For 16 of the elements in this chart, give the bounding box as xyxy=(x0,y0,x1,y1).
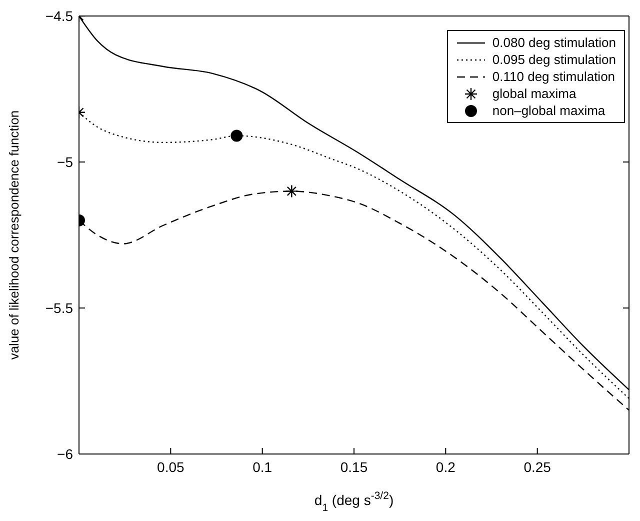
legend-label: 0.110 deg stimulation xyxy=(492,69,616,84)
x-tick-label: 0.25 xyxy=(524,458,552,475)
y-tick-label: −5.5 xyxy=(45,300,74,316)
legend-label: 0.095 deg stimulation xyxy=(492,52,616,67)
x-tick-label: 0.15 xyxy=(340,458,368,475)
y-tick-label: −4.5 xyxy=(45,8,74,24)
legend-label: global maxima xyxy=(492,86,576,101)
legend-label: non–global maxima xyxy=(492,103,606,118)
x-tick-label: 0.1 xyxy=(252,458,272,475)
x-axis-title: d$_{1}$ (deg s$^{-3/2}$) xyxy=(314,490,394,514)
legend-label: 0.080 deg stimulation xyxy=(492,35,616,50)
x-tick-label: 0.2 xyxy=(436,458,456,475)
x-tick-label: 0.05 xyxy=(157,458,185,475)
y-axis-title: value of likelihood correspondence function xyxy=(6,110,22,360)
y-tick-label: −6 xyxy=(57,446,74,462)
y-tick-label: −5 xyxy=(57,154,74,170)
